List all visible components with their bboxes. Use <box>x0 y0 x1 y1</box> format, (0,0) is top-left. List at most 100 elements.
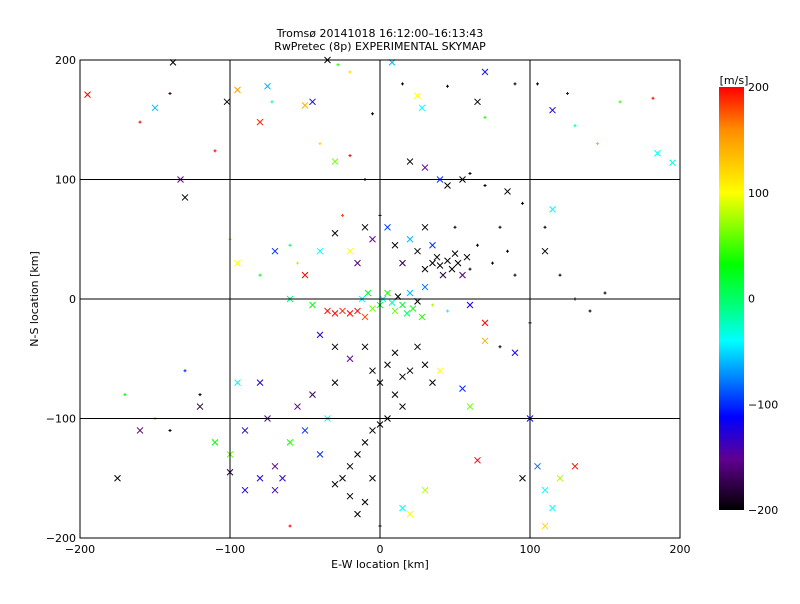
data-point-cross <box>414 247 421 255</box>
data-point-dot <box>270 100 274 104</box>
data-point-cross <box>414 92 421 100</box>
data-point-cross <box>436 262 444 269</box>
data-point-cross <box>331 309 339 317</box>
data-point-cross <box>316 247 324 255</box>
data-point-cross <box>556 474 564 482</box>
data-point-dot <box>573 124 577 128</box>
data-point-cross <box>571 462 579 470</box>
data-point-cross <box>361 439 369 446</box>
data-point-cross <box>391 307 399 315</box>
data-point-cross <box>84 91 91 99</box>
y-axis-ticks: −200 −100 0 100 200 <box>46 54 76 545</box>
data-point-dot <box>371 112 374 116</box>
data-point-cross <box>463 253 471 261</box>
data-point-dot <box>288 243 292 247</box>
data-point-cross <box>196 403 204 410</box>
data-point-cross <box>354 450 361 458</box>
data-point-cross <box>301 427 309 434</box>
data-point-cross <box>654 149 661 157</box>
data-point-cross <box>474 456 481 464</box>
data-point-cross <box>409 305 417 312</box>
data-point-dot <box>618 100 622 104</box>
data-point-cross <box>339 307 346 315</box>
data-point-cross <box>331 379 339 387</box>
data-point-cross <box>669 159 676 167</box>
data-point-cross <box>241 486 249 494</box>
plot-frame <box>79 59 681 539</box>
data-point-dot <box>431 303 434 307</box>
data-point-cross <box>346 355 354 363</box>
data-point-cross <box>541 486 549 494</box>
data-point-cross <box>151 104 159 112</box>
data-point-cross <box>429 259 436 267</box>
data-point-cross <box>481 337 489 345</box>
data-point-cross <box>459 271 466 279</box>
colorbar-tick-label: −200 <box>748 504 778 517</box>
data-point-dot <box>536 82 539 86</box>
data-point-dot <box>498 225 502 229</box>
data-point-dot <box>258 273 262 277</box>
data-point-cross <box>331 229 339 237</box>
data-point-cross <box>406 158 414 165</box>
data-point-cross <box>421 361 429 369</box>
data-point-cross <box>264 82 271 90</box>
data-point-dot <box>288 524 292 528</box>
data-point-cross <box>399 373 406 381</box>
data-point-cross <box>399 301 406 309</box>
data-point-cross <box>388 299 396 306</box>
data-point-cross <box>286 439 294 446</box>
data-point-dot <box>498 345 502 349</box>
data-point-cross <box>481 319 489 327</box>
data-point-cross <box>346 309 354 317</box>
data-point-cross <box>414 343 421 351</box>
data-point-cross <box>354 259 361 267</box>
data-point-dot <box>566 91 569 95</box>
x-tick-label: 0 <box>377 543 384 556</box>
data-point-cross <box>361 223 369 231</box>
data-point-cross <box>361 498 369 506</box>
data-point-cross <box>256 474 264 482</box>
x-tick-label: −100 <box>215 543 245 556</box>
data-point-cross <box>354 510 361 518</box>
y-axis-label: N-S location [km] <box>28 251 41 347</box>
data-point-cross <box>181 194 189 201</box>
data-point-dot <box>446 84 449 88</box>
data-point-cross <box>406 510 414 518</box>
data-point-dot <box>168 91 172 95</box>
x-tick-label: 200 <box>670 543 691 556</box>
x-tick-label: −200 <box>65 543 95 556</box>
data-point-cross <box>234 86 241 94</box>
data-point-cross <box>114 474 121 482</box>
data-point-cross <box>223 98 231 106</box>
data-point-cross <box>399 504 406 512</box>
data-point-cross <box>399 259 406 267</box>
data-point-cross <box>364 289 372 297</box>
data-point-dot <box>348 154 352 158</box>
data-point-dot <box>138 120 142 124</box>
data-point-cross <box>421 164 429 171</box>
data-point-cross <box>481 68 489 76</box>
data-point-dot <box>453 225 457 229</box>
data-point-cross <box>309 98 316 106</box>
data-point-cross <box>439 271 447 279</box>
data-point-cross <box>511 349 519 357</box>
data-point-dot <box>198 393 202 397</box>
y-tick-label: 0 <box>69 293 76 306</box>
data-point-cross <box>361 343 369 351</box>
data-point-cross <box>369 235 376 243</box>
data-point-cross <box>444 257 451 265</box>
y-tick-label: −200 <box>46 532 76 545</box>
data-point-cross <box>421 486 429 494</box>
data-point-cross <box>474 98 481 106</box>
data-point-cross <box>234 259 241 267</box>
data-point-cross <box>391 391 399 398</box>
colorbar-tick-label: 100 <box>748 187 769 200</box>
data-point-cross <box>324 307 331 315</box>
data-point-cross <box>541 247 549 255</box>
data-point-cross <box>541 522 549 530</box>
data-point-cross <box>459 385 466 392</box>
data-point-dot <box>446 309 449 313</box>
data-point-cross <box>346 462 354 470</box>
data-point-cross <box>421 223 429 231</box>
